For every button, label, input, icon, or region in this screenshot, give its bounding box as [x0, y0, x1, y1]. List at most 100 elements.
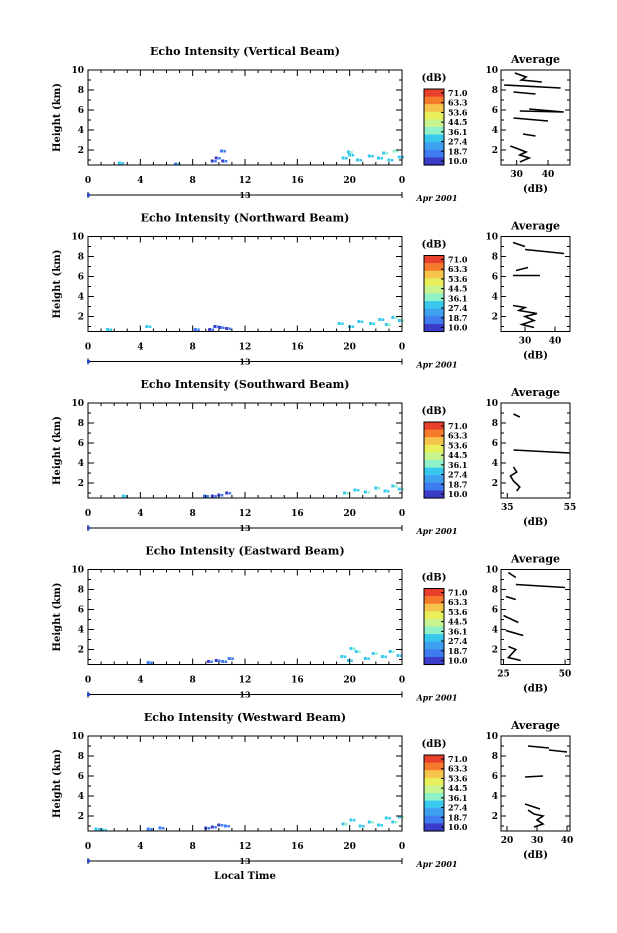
echo-cell: [367, 820, 371, 824]
x-tick-label: 16: [291, 509, 304, 519]
date-label: Apr 2001: [415, 526, 457, 536]
colorbar-band: [424, 781, 444, 785]
colorbar-band: [424, 318, 444, 321]
colorbar-band: [424, 132, 444, 136]
colorbar-band: [424, 282, 444, 285]
echo-cell: [225, 491, 229, 495]
average-profile-line: [505, 629, 524, 637]
colorbar-tick-label: 63.3: [448, 98, 468, 108]
echo-cell: [392, 149, 396, 153]
echo-cell: [177, 163, 181, 166]
echo-cell: [388, 650, 392, 653]
x-tick-label: 0: [399, 343, 405, 353]
colorbar-band: [424, 119, 444, 122]
colorbar-tick-label: 27.4: [448, 470, 468, 480]
colorbar-band: [424, 660, 444, 664]
echo-cell: [397, 319, 401, 322]
echo-cell: [197, 328, 200, 331]
colorbar-band: [424, 766, 444, 769]
average-x-tick-label: 20: [501, 836, 514, 846]
y-tick-label: 6: [78, 772, 84, 782]
colorbar-band: [424, 592, 444, 595]
colorbar-band: [424, 760, 444, 764]
x-tick-label: 8: [190, 676, 196, 686]
average-y-tick-label: 2: [492, 812, 498, 822]
echo-cell: [222, 326, 225, 329]
echo-cell: [363, 657, 367, 660]
colorbar-band: [424, 325, 444, 329]
colorbar-band: [424, 161, 444, 164]
average-x-tick-label: 30: [531, 836, 544, 846]
average-profile-line: [506, 645, 521, 662]
echo-cell: [386, 490, 390, 493]
colorbar-band: [424, 147, 444, 151]
colorbar-band: [424, 92, 444, 96]
colorbar-band: [424, 456, 444, 459]
colorbar-band: [424, 89, 444, 92]
average-y-tick-label: 4: [492, 293, 498, 303]
colorbar-band: [424, 467, 444, 471]
colorbar-band: [424, 138, 444, 141]
colorbar-band: [424, 628, 444, 631]
date-label: Apr 2001: [415, 360, 457, 370]
colorbar-band: [424, 461, 444, 465]
colorbar-tick-label: 71.0: [448, 88, 468, 98]
colorbar-band: [424, 819, 444, 823]
x-tick-label: 16: [291, 343, 304, 353]
colorbar-tick-label: 27.4: [448, 137, 468, 147]
colorbar-band: [424, 800, 444, 804]
colorbar-band: [424, 127, 444, 130]
echo-cell: [359, 159, 363, 162]
colorbar-band: [424, 454, 444, 457]
average-profile-line: [507, 571, 517, 579]
colorbar-band: [424, 494, 444, 497]
colorbar-band: [424, 490, 444, 493]
panel-0: Echo Intensity (Vertical Beam) 2 4 6 8 10 0 4 8 1…: [52, 45, 571, 203]
average-xlabel: (dB): [523, 517, 548, 528]
date-marker-label: 13: [239, 690, 251, 700]
echo-cell: [383, 489, 387, 493]
colorbar-band: [424, 622, 444, 626]
colorbar-tick-label: 10.0: [448, 489, 468, 499]
y-tick-label: 2: [78, 812, 84, 822]
colorbar-band: [424, 611, 444, 614]
echo-cell: [109, 328, 113, 331]
colorbar-band: [424, 618, 444, 622]
colorbar-tick-label: 44.5: [448, 450, 467, 460]
colorbar-band: [424, 146, 444, 149]
average-profile-line: [513, 117, 549, 122]
colorbar-band: [424, 423, 444, 427]
average-xlabel: (dB): [523, 184, 548, 195]
average-profile-line: [519, 108, 564, 113]
colorbar-band: [424, 153, 444, 157]
echo-cell: [208, 328, 212, 331]
panel-title: Echo Intensity (Vertical Beam): [150, 45, 340, 58]
colorbar-tick-label: 27.4: [448, 303, 468, 313]
echo-cell: [401, 156, 404, 159]
colorbar-band: [424, 617, 444, 620]
colorbar-band: [424, 815, 444, 819]
echo-cell: [94, 827, 98, 831]
colorbar-band: [424, 121, 444, 124]
echo-cell: [401, 319, 404, 322]
colorbar-tick-label: 44.5: [448, 117, 467, 127]
echo-cell: [391, 820, 395, 824]
average-x-tick-label: 30: [519, 337, 532, 347]
average-profile-line: [512, 241, 526, 248]
colorbar-band: [424, 441, 444, 444]
average-title: Average: [510, 220, 560, 233]
colorbar-band: [424, 647, 444, 650]
echo-cell: [381, 318, 385, 321]
average-profile-line: [524, 248, 565, 255]
colorbar-band: [424, 794, 444, 798]
colorbar-band: [424, 448, 444, 452]
colorbar-unit: (dB): [422, 406, 447, 417]
echo-cell: [380, 824, 383, 827]
colorbar-band: [424, 255, 444, 258]
colorbar-band: [424, 293, 444, 296]
colorbar-band: [424, 802, 444, 805]
x-tick-label: 4: [137, 509, 143, 519]
echo-cell: [367, 154, 371, 158]
colorbar-frame: [423, 588, 445, 665]
